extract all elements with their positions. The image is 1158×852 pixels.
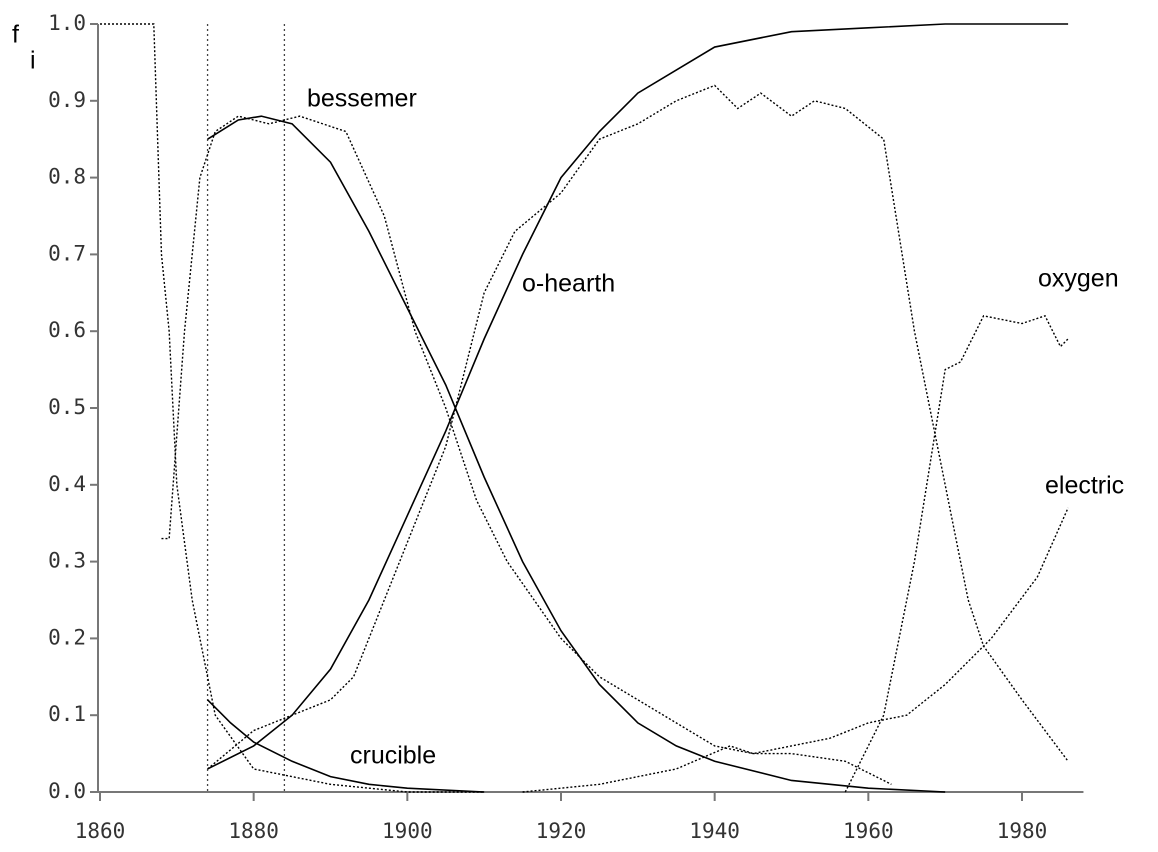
data-line [207, 84, 1069, 770]
y-tick-label: 1.0 [48, 11, 86, 35]
data-line [844, 314, 1069, 793]
y-tick-label: 0.8 [48, 165, 86, 189]
series-label: crucible [350, 742, 436, 770]
y-tick-label: 0.9 [48, 88, 86, 112]
y-tick-label: 0.3 [48, 549, 86, 573]
data-line [161, 115, 892, 785]
y-tick-label: 0.5 [48, 395, 86, 419]
y-tick-label: 0.2 [48, 625, 86, 649]
x-tick-label: 1900 [382, 819, 433, 843]
x-tick-label: 1940 [689, 819, 740, 843]
fit-line [207, 115, 946, 793]
fit-line [207, 23, 1069, 770]
x-tick-label: 1880 [228, 819, 279, 843]
x-tick-label: 1920 [536, 819, 587, 843]
y-tick-label: 0.6 [48, 318, 86, 342]
series-label: oxygen [1038, 265, 1119, 293]
series-label: bessemer [307, 85, 417, 113]
y-tick-label: 0.4 [48, 472, 86, 496]
x-tick-label: 1860 [75, 819, 126, 843]
data-line [100, 23, 485, 793]
data-line [522, 507, 1069, 793]
y-tick-label: 0.1 [48, 702, 86, 726]
x-tick-label: 1960 [843, 819, 894, 843]
y-axis-label-subscript: i [30, 47, 36, 75]
series-label: o-hearth [522, 270, 615, 298]
y-axis-label: f [12, 21, 19, 49]
y-tick-label: 0.0 [48, 779, 86, 803]
x-tick-label: 1980 [997, 819, 1048, 843]
fit-line [207, 699, 485, 793]
y-tick-label: 0.7 [48, 241, 86, 265]
series-label: electric [1045, 472, 1124, 500]
